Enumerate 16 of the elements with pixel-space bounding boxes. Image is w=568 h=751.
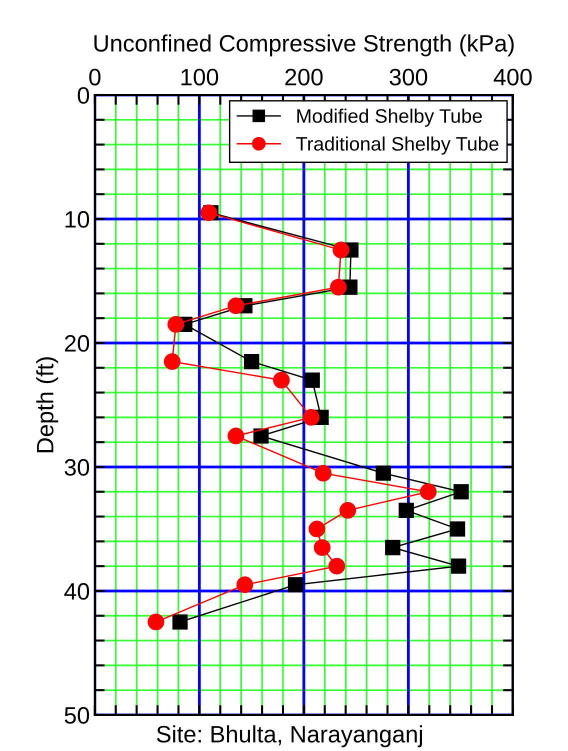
y-tick-label: 10 [66,211,90,228]
legend-label: Traditional Shelby Tube [296,136,498,155]
y-tick-label: 20 [64,335,90,352]
x-axis-title: Unconfined Compressive Strength (kPa) [94,34,514,56]
legend-label: Modified Shelby Tube [297,108,482,127]
y-tick-label: 0 [78,87,90,104]
y-tick-label: 40 [64,583,90,600]
x-tick-label: 0 [89,68,100,86]
x-tick-label: 400 [494,68,532,86]
x-tick-label: 200 [285,68,323,86]
y-tick-label: 30 [64,459,90,476]
y-axis-title: Depth (ft) [36,357,58,452]
x-tick-label: 300 [390,68,428,86]
x-tick-label: 100 [181,68,218,86]
y-tick-label: 50 [64,707,90,724]
text: Site: Bhulta, Narayanganj [156,725,422,748]
